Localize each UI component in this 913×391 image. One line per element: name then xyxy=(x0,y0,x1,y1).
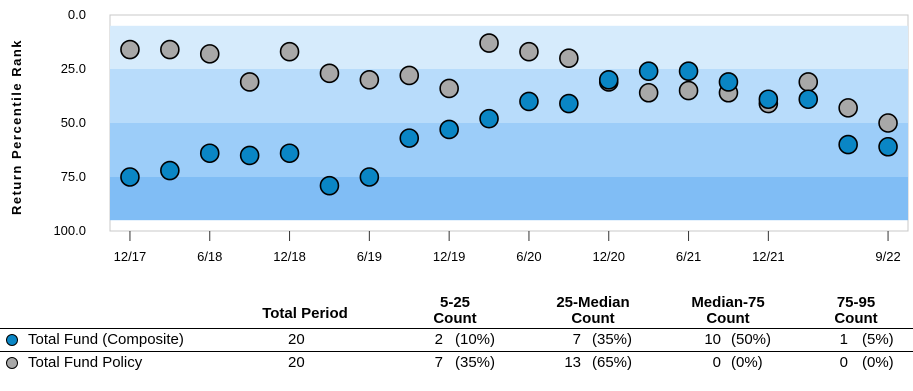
policy-point xyxy=(160,39,180,60)
policy-point xyxy=(838,98,858,118)
policy-point xyxy=(798,72,819,92)
composite-point xyxy=(878,136,898,157)
table-separator-mid xyxy=(0,351,913,352)
count-5-25: 7 xyxy=(434,354,443,371)
count-75-95: 0 xyxy=(839,354,848,371)
column-header: 75-95 Count xyxy=(806,295,906,327)
x-tick-label: 12/21 xyxy=(752,249,785,264)
policy-point xyxy=(319,63,340,84)
composite-point xyxy=(279,143,300,164)
policy-point xyxy=(359,70,380,90)
policy-point xyxy=(878,113,898,133)
column-header: 25-Median Count xyxy=(533,295,653,327)
x-tick-label: 12/17 xyxy=(114,249,147,264)
column-header-line: Median-75 xyxy=(691,294,765,311)
policy-point xyxy=(399,65,420,86)
y-tick-label: 75.0 xyxy=(61,169,86,184)
pct-25-median: (65%) xyxy=(592,354,633,371)
x-tick-label: 12/20 xyxy=(592,249,625,264)
composite-point xyxy=(120,167,140,187)
composite-point xyxy=(559,93,579,114)
pct-median-75: (0%) xyxy=(731,354,763,371)
column-header-line: Count xyxy=(433,310,477,327)
count-25-median: 13 xyxy=(564,354,581,371)
composite-point xyxy=(399,128,420,148)
series-swatch xyxy=(6,334,18,346)
count-25-median: 7 xyxy=(572,331,581,348)
policy-point xyxy=(559,48,579,69)
percentile-band xyxy=(110,25,908,69)
column-header: Median-75 Count xyxy=(668,295,788,327)
column-header: Total Period xyxy=(250,306,360,322)
pct-75-95: (5%) xyxy=(862,331,894,348)
y-tick-label: 50.0 xyxy=(61,115,86,130)
column-header-line: 75-95 xyxy=(836,294,876,311)
column-header-line: 25-Median xyxy=(556,294,630,311)
composite-point xyxy=(638,61,659,81)
column-header-line: Count xyxy=(706,310,750,327)
percentile-band xyxy=(110,69,908,123)
pct-median-75: (50%) xyxy=(731,331,772,348)
percentile-band xyxy=(110,177,908,221)
table-separator-top xyxy=(0,328,913,329)
pct-5-25: (10%) xyxy=(455,331,496,348)
composite-point xyxy=(319,175,340,196)
series-swatch xyxy=(6,357,18,369)
composite-point xyxy=(718,72,739,92)
row-name: Total Fund (Composite) xyxy=(28,331,184,348)
pct-75-95: (0%) xyxy=(862,354,894,371)
composite-point xyxy=(199,143,220,164)
composite-point xyxy=(160,160,180,181)
count-75-95: 1 xyxy=(839,331,848,348)
y-tick-label: 100.0 xyxy=(53,223,86,238)
y-tick-label: 25.0 xyxy=(61,61,86,76)
x-tick-label: 6/19 xyxy=(357,249,382,264)
composite-point xyxy=(519,91,539,112)
column-header-line: Count xyxy=(571,310,615,327)
policy-point xyxy=(678,80,699,101)
y-axis-label-box: Return Percentile Rank xyxy=(6,12,28,242)
column-header-line: Count xyxy=(834,310,878,327)
pct-25-median: (35%) xyxy=(592,331,633,348)
x-tick-label: 6/18 xyxy=(197,249,222,264)
policy-point xyxy=(279,41,300,62)
composite-point xyxy=(758,89,779,110)
column-header-line: 5-25 xyxy=(439,294,471,311)
x-tick-label: 12/18 xyxy=(273,249,306,264)
pct-5-25: (35%) xyxy=(455,354,496,371)
count-5-25: 2 xyxy=(434,331,443,348)
composite-point xyxy=(798,89,819,110)
table-row: Total Fund Policy 20 7 (35%) 13 (65%) 0 … xyxy=(0,352,913,374)
composite-point xyxy=(479,108,499,129)
composite-point xyxy=(598,70,619,90)
x-tick-label: 9/22 xyxy=(875,249,900,264)
row-total: 20 xyxy=(288,331,305,348)
policy-point xyxy=(638,82,659,103)
count-median-75: 10 xyxy=(704,331,721,348)
y-axis-label: Return Percentile Rank xyxy=(9,39,24,215)
count-median-75: 0 xyxy=(712,354,721,371)
y-tick-label: 0.0 xyxy=(68,7,86,22)
row-name: Total Fund Policy xyxy=(28,354,143,371)
composite-point xyxy=(439,119,459,140)
composite-point xyxy=(838,134,858,155)
table-row: Total Fund (Composite) 20 2 (10%) 7 (35%… xyxy=(0,329,913,351)
composite-point xyxy=(359,167,380,187)
policy-point xyxy=(199,44,220,64)
policy-point xyxy=(519,41,539,62)
policy-point xyxy=(120,39,140,60)
policy-point xyxy=(479,33,499,53)
composite-point xyxy=(678,61,699,81)
x-tick-label: 6/20 xyxy=(516,249,541,264)
percentile-rank-chart: 0.0 25.0 50.0 75.0 100.0 12/17 6/18 12/18 6/19 12… xyxy=(53,7,909,264)
x-tick-label: 12/19 xyxy=(433,249,466,264)
policy-point xyxy=(439,78,459,99)
x-tick-label: 6/21 xyxy=(676,249,701,264)
column-header: 5-25 Count xyxy=(400,295,510,327)
row-total: 20 xyxy=(288,354,305,371)
column-header-line: Total Period xyxy=(262,305,348,322)
policy-point xyxy=(239,72,260,92)
percentile-band xyxy=(110,123,908,177)
composite-point xyxy=(239,145,260,166)
